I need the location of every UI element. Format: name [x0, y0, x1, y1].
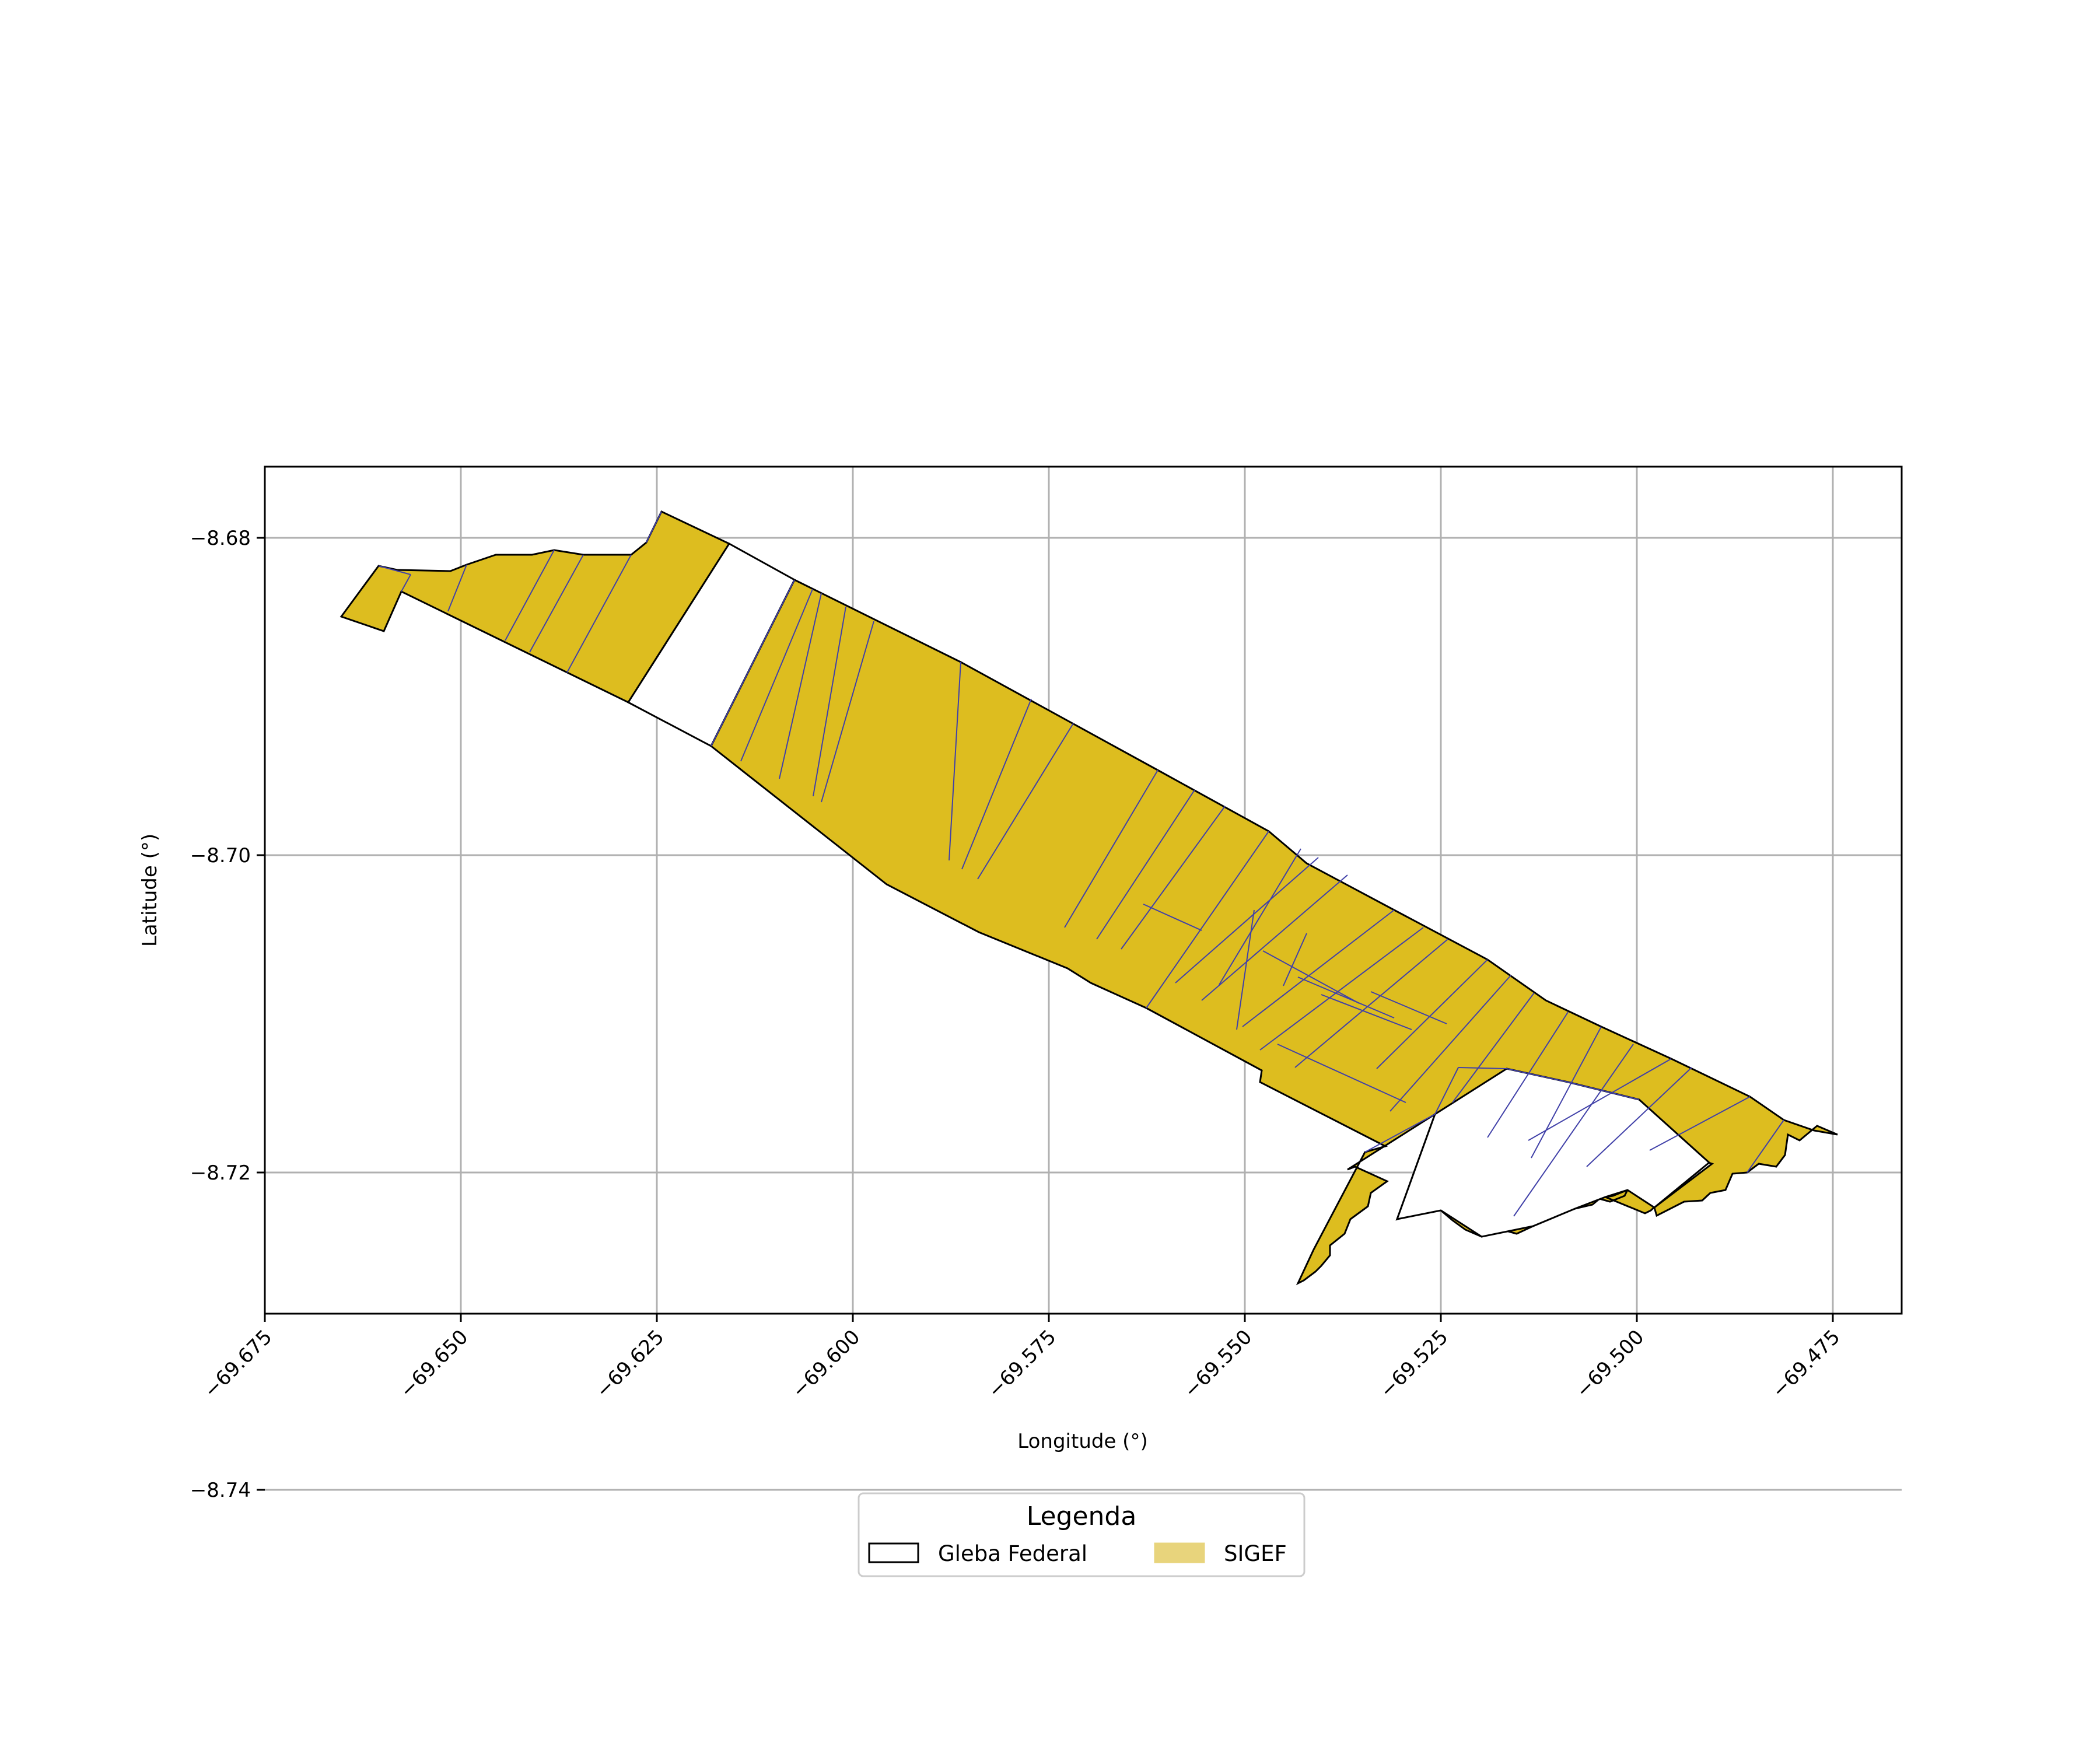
map-layer	[340, 510, 1838, 1286]
x-tick-label: −69.475	[1768, 1325, 1845, 1403]
sigef-parcel-boundaries	[378, 511, 1784, 1217]
x-axis-ticks: −69.675 −69.650 −69.625 −69.600 −69.575 −69.5…	[200, 1314, 1845, 1403]
y-tick-label: −8.68	[190, 527, 251, 550]
y-tick-label: −8.74	[190, 1479, 251, 1502]
x-tick-label: −69.550	[1180, 1325, 1257, 1403]
legend-swatch-sigef	[1154, 1542, 1205, 1563]
legend-swatch-gleba	[868, 1542, 919, 1563]
x-tick-label: −69.500	[1572, 1325, 1649, 1403]
legend-label-sigef: SIGEF	[1224, 1541, 1287, 1566]
x-tick-label: −69.525	[1376, 1325, 1453, 1403]
y-tick-label: −8.70	[190, 844, 251, 867]
x-tick-label: −69.575	[984, 1325, 1061, 1403]
x-tick-label: −69.650	[396, 1325, 473, 1403]
plot-frame	[264, 466, 1903, 1315]
y-axis-ticks: −8.68−8.70−8.72−8.74−8.76	[190, 527, 265, 1502]
y-axis-label: Latitude (°)	[138, 834, 162, 947]
x-tick-label: −69.600	[788, 1325, 865, 1403]
legend-label-gleba: Gleba Federal	[938, 1541, 1087, 1566]
x-tick-label: −69.675	[200, 1325, 277, 1403]
y-tick-label: −8.72	[190, 1161, 251, 1185]
x-tick-label: −69.625	[592, 1325, 669, 1403]
x-axis-label: Longitude (°)	[1017, 1430, 1147, 1453]
legend-title: Legenda	[1027, 1502, 1137, 1531]
legend: Legenda Gleba Federal SIGEF	[858, 1492, 1306, 1577]
